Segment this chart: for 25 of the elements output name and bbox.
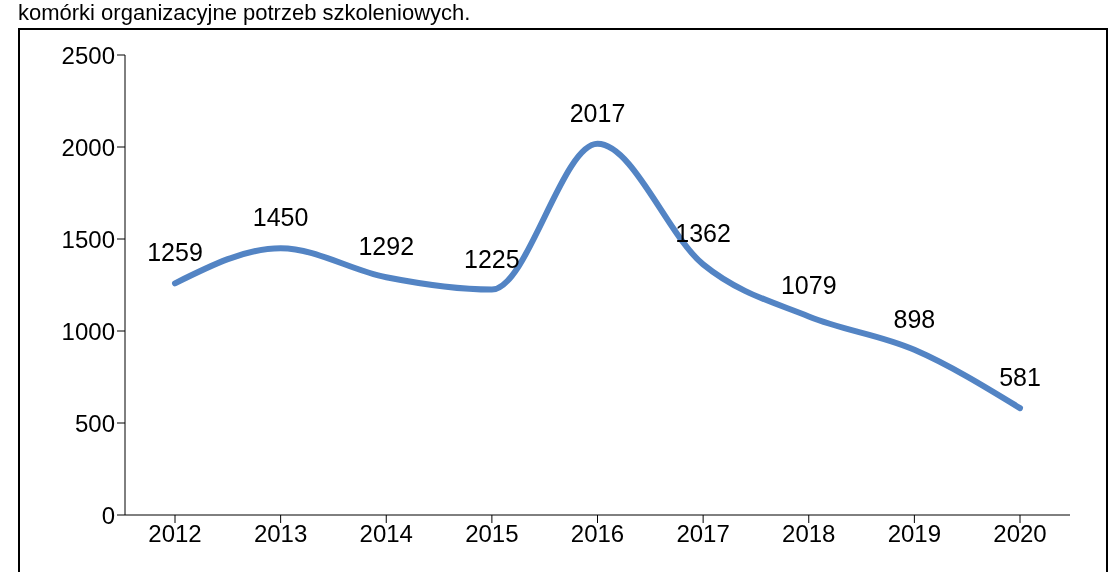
- data-label: 581: [999, 363, 1041, 392]
- text: komórki organizacyjne potrzeb szkoleniowych.: [18, 0, 471, 26]
- x-tick-label: 2014: [359, 520, 413, 548]
- y-tick-label: 1500: [61, 225, 115, 253]
- y-tick-label: 2500: [61, 41, 115, 69]
- x-tick-label: 2015: [465, 520, 519, 548]
- x-tick-label: 2018: [782, 520, 836, 548]
- y-tick-label: 0: [101, 501, 115, 529]
- data-label: 1079: [780, 271, 837, 300]
- data-label: 2017: [569, 98, 626, 127]
- x-tick-label: 2020: [993, 520, 1047, 548]
- x-tick-label: 2016: [570, 520, 625, 548]
- data-label: 1225: [464, 244, 520, 273]
- y-tick-label: 1000: [61, 317, 115, 345]
- data-label: 1362: [675, 219, 731, 248]
- x-tick-label: 2013: [253, 520, 308, 548]
- y-tick-label: 2000: [61, 133, 115, 161]
- data-label: 1450: [252, 203, 309, 232]
- data-label: 898: [893, 304, 936, 333]
- x-tick-label: 2017: [676, 520, 730, 548]
- x-tick-label: 2019: [887, 520, 942, 548]
- data-label: 1259: [147, 238, 203, 267]
- y-tick-label: 500: [74, 409, 115, 437]
- x-tick-label: 2012: [148, 520, 202, 548]
- data-label: 1292: [358, 232, 415, 261]
